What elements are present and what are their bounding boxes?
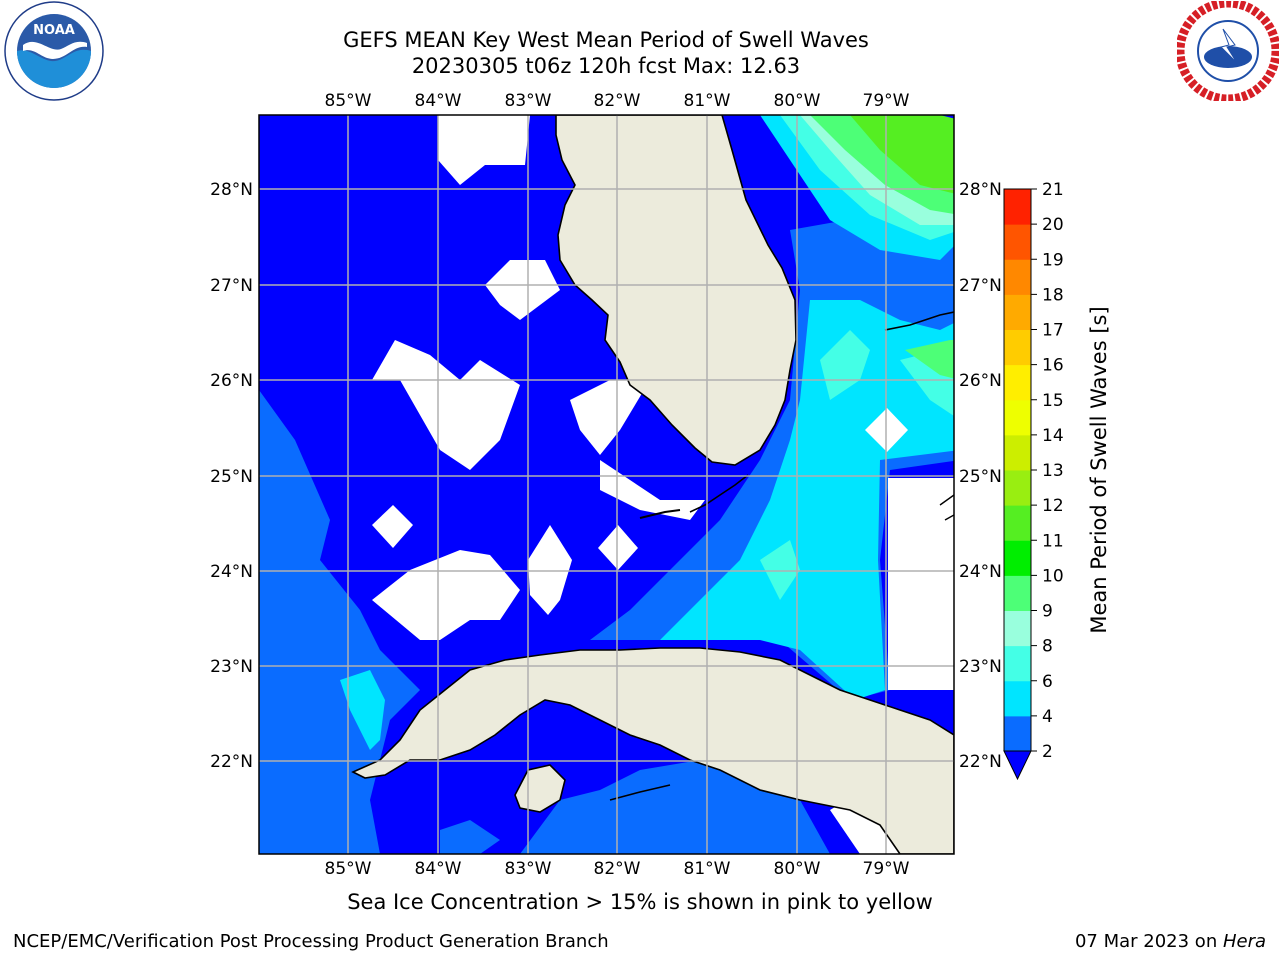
map-frame: [258, 114, 955, 855]
colorbar-label: Mean Period of Swell Waves [s]: [1087, 306, 1111, 633]
colorbar-tick-label: 19: [1042, 250, 1064, 270]
lon-label: 79°W: [863, 91, 910, 111]
colorbar-tick-label: 4: [1042, 707, 1053, 727]
colorbar: 2 4 6 8 9 10 11 12 13 14 15 16 17 18 19 20 21: [1003, 180, 1064, 781]
colorbar-tick-label: 13: [1042, 461, 1064, 481]
lat-label: 25°N: [210, 467, 253, 487]
lon-label: 83°W: [505, 91, 552, 111]
colorbar-tick-label: 14: [1042, 426, 1064, 446]
colorbar-tick-label: 18: [1042, 285, 1064, 305]
lon-label: 80°W: [774, 91, 821, 111]
colorbar-tick-label: 17: [1042, 321, 1064, 341]
nws-logo: [1177, 1, 1279, 101]
colorbar-tick-label: 12: [1042, 496, 1064, 516]
lat-label: 27°N: [959, 276, 1002, 296]
lon-label: 83°W: [505, 859, 552, 879]
andros-coast: [939, 494, 954, 521]
lon-label: 79°W: [863, 859, 910, 879]
lat-label: 24°N: [959, 562, 1002, 582]
lat-label: 25°N: [959, 467, 1002, 487]
lat-label: 28°N: [210, 180, 253, 200]
map-subtitle: 20230305 t06z 120h fcst Max: 12.63: [411, 54, 801, 78]
sea-ice-note: Sea Ice Concentration > 15% is shown in …: [0, 890, 1280, 914]
colorbar-segment: [1004, 329, 1031, 366]
lat-label: 22°N: [210, 752, 253, 772]
sea-ice-note-text: Sea Ice Concentration > 15% is shown in …: [347, 890, 933, 914]
colorbar-segment: [1004, 645, 1031, 682]
graticule: [259, 115, 954, 854]
grand-bahama: [884, 311, 954, 331]
lon-label: 81°W: [684, 91, 731, 111]
lat-label: 23°N: [210, 657, 253, 677]
lat-label: 26°N: [959, 371, 1002, 391]
colorbar-segment: [1004, 434, 1031, 471]
colorbar-segment: [1004, 575, 1031, 611]
footer-machine: Hera: [1222, 931, 1266, 952]
lon-label: 84°W: [415, 91, 462, 111]
lat-label: 28°N: [959, 180, 1002, 200]
footer-date: 07 Mar 2023 on Hera: [1075, 931, 1266, 952]
colorbar-segment: [1004, 505, 1031, 541]
map-title: GEFS MEAN Key West Mean Period of Swell …: [343, 28, 869, 52]
lat-label: 22°N: [959, 752, 1002, 772]
keys-outline: [639, 509, 681, 519]
colorbar-segment: [1004, 715, 1031, 752]
colorbar-segment: [1004, 399, 1031, 436]
colorbar-tick-label: 6: [1042, 672, 1053, 692]
colorbar-segment: [1004, 259, 1031, 295]
colorbar-under-arrow: [1003, 750, 1032, 781]
colorbar-tick-label: 16: [1042, 356, 1064, 376]
colorbar-tick-label: 8: [1042, 637, 1053, 657]
colorbar-tick-label: 15: [1042, 391, 1064, 411]
lon-label: 82°W: [594, 859, 641, 879]
florida-keys: [689, 474, 749, 513]
lon-label: 80°W: [774, 859, 821, 879]
lat-label: 23°N: [959, 657, 1002, 677]
lon-label: 82°W: [594, 91, 641, 111]
colorbar-tick-label: 10: [1042, 566, 1064, 586]
lat-labels-left: 28°N 27°N 26°N 25°N 24°N 23°N 22°N: [210, 180, 253, 772]
lon-label: 81°W: [684, 859, 731, 879]
colorbar-segment: [1004, 294, 1031, 330]
lat-label: 24°N: [210, 562, 253, 582]
colorbar-tick-label: 20: [1042, 215, 1064, 235]
colorbar-segment: [1004, 364, 1031, 401]
footer-credit: NCEP/EMC/Verification Post Processing Pr…: [13, 931, 609, 952]
florida-land: [555, 115, 797, 466]
colorbar-tick-label: 11: [1042, 531, 1064, 551]
lon-label: 84°W: [415, 859, 462, 879]
lat-label: 27°N: [210, 276, 253, 296]
colorbar-segment: [1004, 680, 1031, 717]
lon-label: 85°W: [325, 859, 372, 879]
colorbar-tick-label: 2: [1042, 742, 1053, 762]
colorbar-segment: [1004, 470, 1031, 506]
lon-labels-bottom: 85°W 84°W 83°W 82°W 81°W 80°W 79°W: [325, 859, 910, 879]
lat-label: 26°N: [210, 371, 253, 391]
cuba-south-cays: [609, 784, 671, 801]
noaa-logo: NOAA: [4, 1, 104, 101]
lat-labels-right: 28°N 27°N 26°N 25°N 24°N 23°N 22°N: [959, 180, 1002, 772]
colorbar-tick-label: 21: [1042, 180, 1064, 200]
svg-text:NOAA: NOAA: [33, 23, 75, 38]
colorbar-segment: [1004, 189, 1031, 225]
colorbar-tick-label: 9: [1042, 602, 1053, 622]
swell-period-10-11: [850, 115, 954, 194]
colorbar-segment: [1004, 540, 1031, 576]
colorbar-segment: [1004, 610, 1031, 647]
lon-label: 85°W: [325, 91, 372, 111]
colorbar-segment: [1004, 224, 1031, 260]
footer-date-text: 07 Mar 2023 on: [1074, 931, 1223, 952]
lon-labels-top: 85°W 84°W 83°W 82°W 81°W 80°W 79°W: [325, 91, 910, 111]
